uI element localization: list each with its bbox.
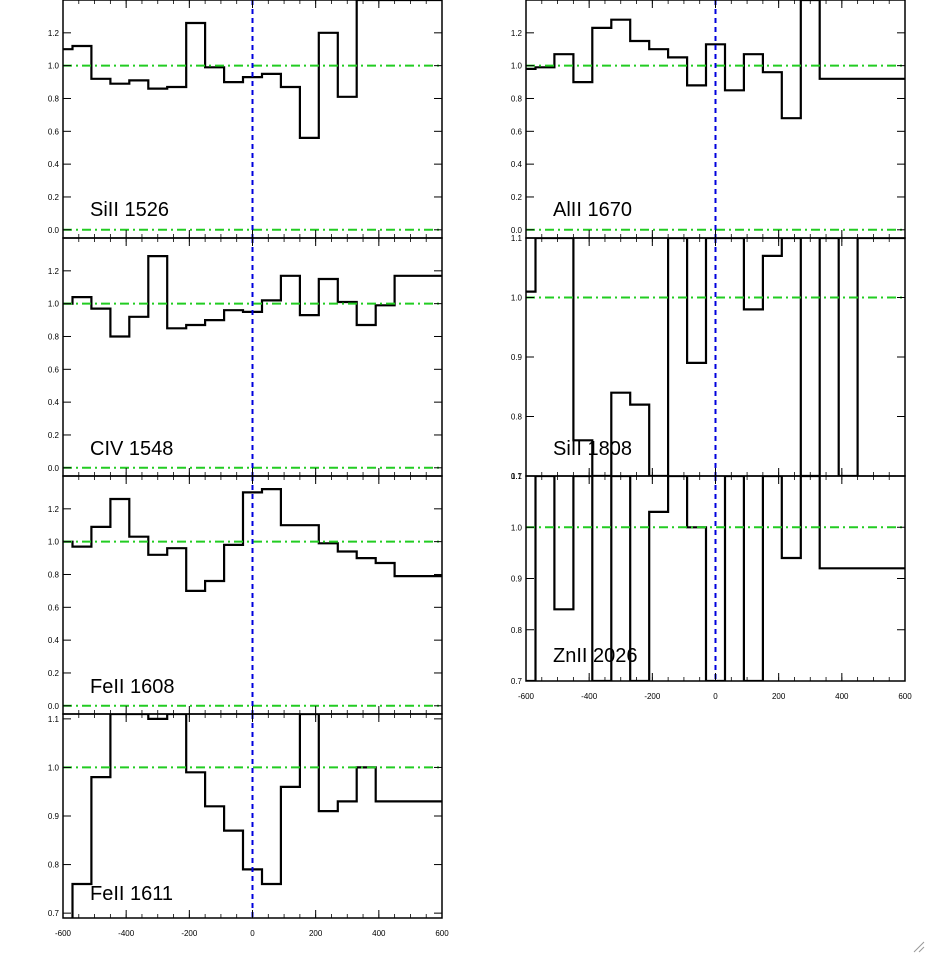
x-tick-label: 600 xyxy=(898,692,912,701)
x-tick-label: 200 xyxy=(772,692,786,701)
y-tick-label: 1.2 xyxy=(48,267,60,276)
y-tick-label: 0.0 xyxy=(48,464,60,473)
spectrum-line xyxy=(71,714,442,918)
y-tick-label: 0.4 xyxy=(48,398,60,407)
y-tick-label: 1.1 xyxy=(48,715,60,724)
x-tick-label: -600 xyxy=(55,929,72,938)
panel-label: CIV 1548 xyxy=(90,438,173,460)
y-tick-label: 0.4 xyxy=(48,160,60,169)
y-tick-label: 0.2 xyxy=(48,431,60,440)
y-tick-label: 0.6 xyxy=(48,365,60,374)
spectrum-line xyxy=(526,238,905,476)
x-tick-label: -200 xyxy=(181,929,198,938)
panel-2: 0.0 0.2 0.4 0.6 0.8 1.0 1.2 CIV 1548 xyxy=(48,237,443,477)
y-tick-label: 0.9 xyxy=(511,353,523,362)
y-tick-label: 1.0 xyxy=(48,763,60,772)
panel-7: 0.7 0.8 0.9 1.0 1.1 -600 -400 -200 0 200 400 600 ZnI… xyxy=(511,472,912,701)
y-tick-label: 0.7 xyxy=(511,472,523,481)
y-tick-label: 1.2 xyxy=(48,505,60,514)
resize-grip-icon[interactable] xyxy=(913,941,925,953)
y-tick-label: 0.6 xyxy=(48,603,60,612)
spectrum-line xyxy=(63,255,442,338)
panel-3: 0.0 0.2 0.4 0.6 0.8 1.0 1.2 FeII 1608 xyxy=(48,475,443,715)
y-tick-label: 0.2 xyxy=(511,193,523,202)
y-tick-label: 0.8 xyxy=(48,570,60,579)
panel-label: ZnII 2026 xyxy=(553,645,638,667)
panel-label: FeII 1608 xyxy=(90,676,175,698)
y-tick-label: 0.6 xyxy=(511,127,523,136)
spectrum-line xyxy=(63,0,442,139)
y-tick-label: 0.9 xyxy=(511,575,523,584)
y-tick-label: 1.0 xyxy=(48,62,60,71)
panel-5: 0.0 0.2 0.4 0.6 0.8 1.0 1.2 AlII 1670 xyxy=(511,0,906,239)
y-tick-label: 1.1 xyxy=(511,234,523,243)
y-tick-label: 1.2 xyxy=(48,29,60,38)
x-tick-label: -400 xyxy=(118,929,135,938)
panel-6: 0.7 0.8 0.9 1.0 1.1 SiII 1808 xyxy=(511,234,906,481)
x-tick-label: 0 xyxy=(713,692,718,701)
y-tick-label: 1.2 xyxy=(511,29,523,38)
y-tick-label: 1.0 xyxy=(511,523,523,532)
x-tick-label: -200 xyxy=(644,692,661,701)
x-tick-label: 400 xyxy=(835,692,849,701)
y-tick-label: 0.0 xyxy=(48,226,60,235)
y-tick-label: 0.0 xyxy=(511,226,523,235)
y-tick-label: 1.0 xyxy=(511,294,523,303)
panel-1: 0.0 0.2 0.4 0.6 0.8 1.0 1.2 SiII 1526 xyxy=(48,0,443,239)
y-tick-label: 1.0 xyxy=(511,62,523,71)
panel-label: AlII 1670 xyxy=(553,199,632,221)
y-tick-label: 0.8 xyxy=(48,94,60,103)
y-tick-label: 0.9 xyxy=(48,812,60,821)
x-tick-label: 0 xyxy=(250,929,255,938)
panel-label: FeII 1611 xyxy=(90,883,173,905)
x-tick-label: 600 xyxy=(435,929,449,938)
panel-label: SiII 1526 xyxy=(90,199,169,221)
y-tick-label: 0.7 xyxy=(48,909,60,918)
panel-label: SiII 1808 xyxy=(553,438,632,460)
y-tick-label: 1.1 xyxy=(511,472,523,481)
spectrum-line xyxy=(63,488,442,592)
x-tick-label: 400 xyxy=(372,929,386,938)
spectrum-line xyxy=(526,0,905,120)
y-tick-label: 0.8 xyxy=(511,94,523,103)
x-tick-label: 200 xyxy=(309,929,323,938)
y-tick-label: 0.8 xyxy=(511,626,523,635)
y-tick-label: 0.8 xyxy=(48,332,60,341)
y-tick-label: 0.2 xyxy=(48,193,60,202)
y-tick-label: 0.6 xyxy=(48,127,60,136)
y-tick-label: 1.0 xyxy=(48,538,60,547)
y-tick-label: 0.4 xyxy=(511,160,523,169)
y-tick-label: 1.0 xyxy=(48,300,60,309)
x-tick-label: -400 xyxy=(581,692,598,701)
y-tick-label: 0.8 xyxy=(511,413,523,422)
y-tick-label: 0.7 xyxy=(511,677,523,686)
spectrum-line xyxy=(526,476,905,681)
x-tick-label: -600 xyxy=(518,692,535,701)
panel-4: 0.7 0.8 0.9 1.0 1.1 -600 -400 -200 0 200 400 600 FeI… xyxy=(48,713,449,938)
y-tick-label: 0.0 xyxy=(48,702,60,711)
y-tick-label: 0.2 xyxy=(48,669,60,678)
y-tick-label: 0.8 xyxy=(48,861,60,870)
y-tick-label: 0.4 xyxy=(48,636,60,645)
